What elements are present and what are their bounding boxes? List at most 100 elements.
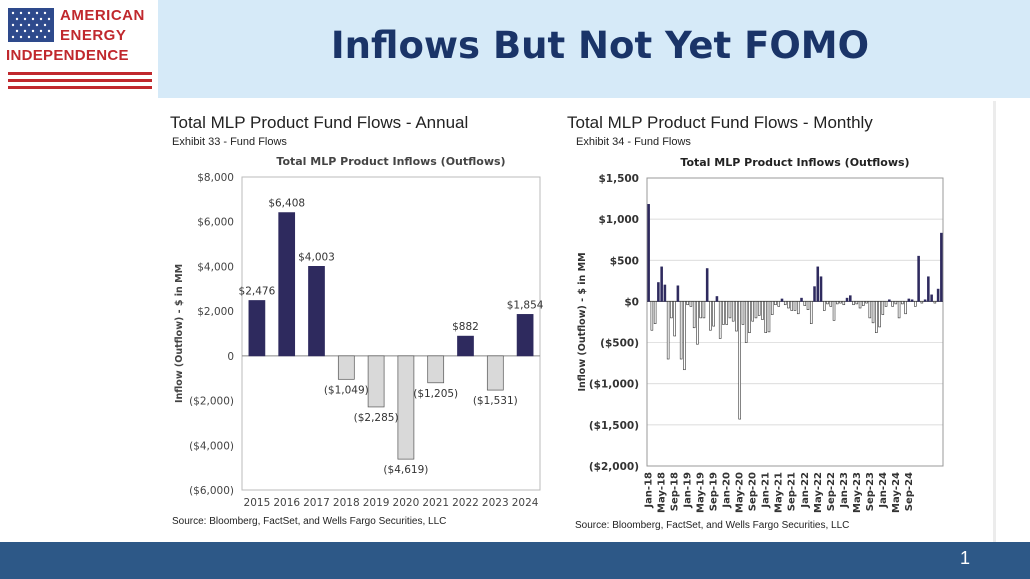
x-tick-label: 2021 bbox=[422, 497, 449, 509]
bar bbox=[871, 301, 875, 324]
bar bbox=[920, 301, 924, 304]
bar bbox=[868, 301, 872, 319]
bar bbox=[705, 268, 709, 302]
y-tick-label: $500 bbox=[610, 255, 639, 267]
bar bbox=[907, 298, 911, 302]
content-divider bbox=[993, 101, 996, 542]
bar bbox=[663, 284, 667, 302]
x-tick-label: Jan-24 bbox=[878, 472, 889, 509]
bar bbox=[813, 286, 816, 302]
x-tick-label: Sep-22 bbox=[826, 472, 837, 511]
data-label: ($1,205) bbox=[413, 388, 458, 400]
y-tick-label: $1,500 bbox=[598, 173, 639, 185]
plot-frame bbox=[646, 177, 944, 467]
bar bbox=[751, 301, 754, 322]
data-label: $1,854 bbox=[507, 299, 544, 311]
x-tick-label: 2023 bbox=[482, 497, 509, 509]
x-tick-label: Jan-20 bbox=[722, 472, 733, 509]
y-tick-label: ($4,000) bbox=[189, 440, 234, 452]
x-tick-label: 2017 bbox=[303, 497, 330, 509]
bar bbox=[888, 299, 891, 302]
bar bbox=[731, 301, 735, 322]
bar bbox=[855, 301, 859, 305]
y-tick-label: ($6,000) bbox=[189, 485, 234, 497]
bar bbox=[457, 335, 474, 357]
y-tick-label: ($2,000) bbox=[189, 396, 234, 408]
bar bbox=[712, 301, 715, 327]
bar bbox=[803, 301, 807, 306]
bar bbox=[767, 301, 771, 333]
bar bbox=[647, 204, 650, 302]
bar bbox=[780, 298, 784, 302]
bar bbox=[796, 301, 800, 315]
x-tick-label: Sep-21 bbox=[787, 472, 798, 511]
bar bbox=[673, 301, 676, 337]
y-tick-label: ($1,500) bbox=[589, 420, 639, 432]
bar bbox=[741, 301, 745, 325]
bar bbox=[793, 301, 797, 311]
bar bbox=[800, 297, 803, 302]
bar bbox=[715, 296, 719, 302]
chart-title: Total MLP Product Inflows (Outflows) bbox=[680, 156, 909, 169]
y-tick-label: 0 bbox=[227, 351, 234, 363]
monthly-chart: Total MLP Product Inflows (Outflows) $1,5… bbox=[577, 156, 944, 513]
right-panel-source: Source: Bloomberg, FactSet, and Wells Fa… bbox=[575, 520, 850, 531]
bar bbox=[897, 301, 901, 319]
bar bbox=[839, 301, 842, 304]
bar bbox=[666, 301, 670, 360]
bar bbox=[660, 266, 663, 302]
bar bbox=[397, 355, 415, 460]
x-tick-label: Sep-24 bbox=[904, 472, 915, 511]
logo-line-2: ENERGY bbox=[60, 27, 127, 44]
bar bbox=[686, 301, 689, 306]
y-tick-label: ($2,000) bbox=[589, 461, 639, 473]
bar bbox=[884, 301, 888, 307]
bar bbox=[748, 301, 751, 333]
data-label: ($4,619) bbox=[383, 464, 428, 476]
bar bbox=[650, 301, 654, 331]
bar bbox=[862, 301, 865, 306]
bar bbox=[787, 301, 790, 309]
bar bbox=[822, 301, 826, 311]
plot-frame bbox=[241, 176, 541, 491]
x-tick-label: May-24 bbox=[891, 472, 902, 513]
bar bbox=[930, 294, 933, 302]
chart-title: Total MLP Product Inflows (Outflows) bbox=[276, 155, 505, 168]
bar bbox=[826, 301, 829, 305]
right-panel-subtitle: Exhibit 34 - Fund Flows bbox=[576, 136, 691, 148]
bar bbox=[754, 301, 758, 319]
bar bbox=[852, 301, 855, 306]
bar bbox=[699, 301, 702, 319]
y-axis-label: Inflow (Outflow) - $ in MM bbox=[174, 264, 185, 403]
right-panel-title: Total MLP Product Fund Flows - Monthly bbox=[567, 113, 873, 132]
x-tick-label: May-22 bbox=[813, 472, 824, 513]
x-tick-label: May-19 bbox=[696, 472, 707, 513]
x-tick-label: May-21 bbox=[774, 472, 785, 513]
bar bbox=[819, 276, 823, 302]
x-tick-label: 2016 bbox=[273, 497, 300, 509]
bar bbox=[725, 301, 728, 325]
bar bbox=[308, 266, 325, 357]
bar bbox=[718, 301, 722, 339]
bar bbox=[878, 301, 881, 328]
bar bbox=[676, 285, 680, 302]
logo-line-3: INDEPENDENCE bbox=[6, 47, 129, 64]
annual-chart: Total MLP Product Inflows (Outflows) $8,0… bbox=[174, 155, 544, 509]
bar bbox=[917, 255, 920, 302]
data-label: ($2,285) bbox=[354, 412, 399, 424]
x-tick-label: Jan-19 bbox=[683, 472, 694, 509]
data-label: ($1,531) bbox=[473, 395, 518, 407]
bar bbox=[891, 301, 894, 307]
x-tick-label: 2024 bbox=[512, 497, 539, 509]
x-tick-label: Jan-23 bbox=[839, 472, 850, 509]
logo-line-1: AMERICAN bbox=[60, 7, 145, 24]
left-panel-subtitle: Exhibit 33 - Fund Flows bbox=[172, 136, 287, 148]
bar bbox=[670, 301, 673, 319]
x-tick-label: Sep-20 bbox=[748, 472, 759, 511]
bar bbox=[683, 301, 686, 371]
bar bbox=[894, 301, 898, 305]
bar bbox=[790, 301, 794, 311]
page-number: 1 bbox=[959, 548, 970, 568]
bar bbox=[337, 355, 355, 380]
bar bbox=[679, 301, 683, 360]
